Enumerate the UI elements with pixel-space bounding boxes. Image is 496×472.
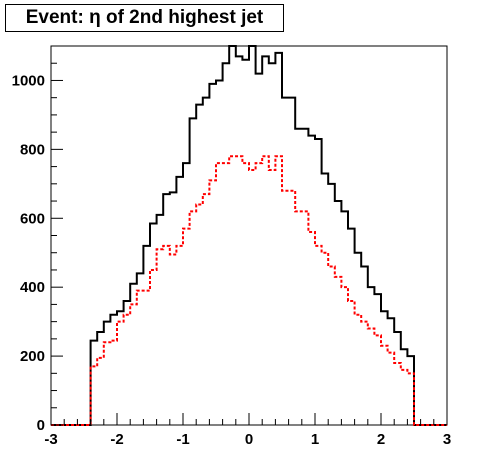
- x-tick-label: -2: [110, 431, 123, 448]
- y-tick-label: 0: [37, 417, 45, 434]
- y-tick-label: 600: [20, 210, 45, 227]
- y-tick-label: 1000: [12, 72, 45, 89]
- y-tick-label: 800: [20, 141, 45, 158]
- series-line-0: [51, 45, 447, 426]
- x-tick-label: 1: [311, 431, 319, 448]
- x-tick-label: -3: [44, 431, 57, 448]
- plot-frame: [50, 45, 448, 426]
- x-tick-label: 0: [245, 431, 253, 448]
- series-line-1: [51, 155, 447, 426]
- chart-title: Event: η of 2nd highest jet: [5, 4, 284, 32]
- x-tick-label: 2: [377, 431, 385, 448]
- y-tick-label: 200: [20, 348, 45, 365]
- x-tick-label: -1: [176, 431, 189, 448]
- y-tick-label: 400: [20, 279, 45, 296]
- x-tick-label: 3: [443, 431, 451, 448]
